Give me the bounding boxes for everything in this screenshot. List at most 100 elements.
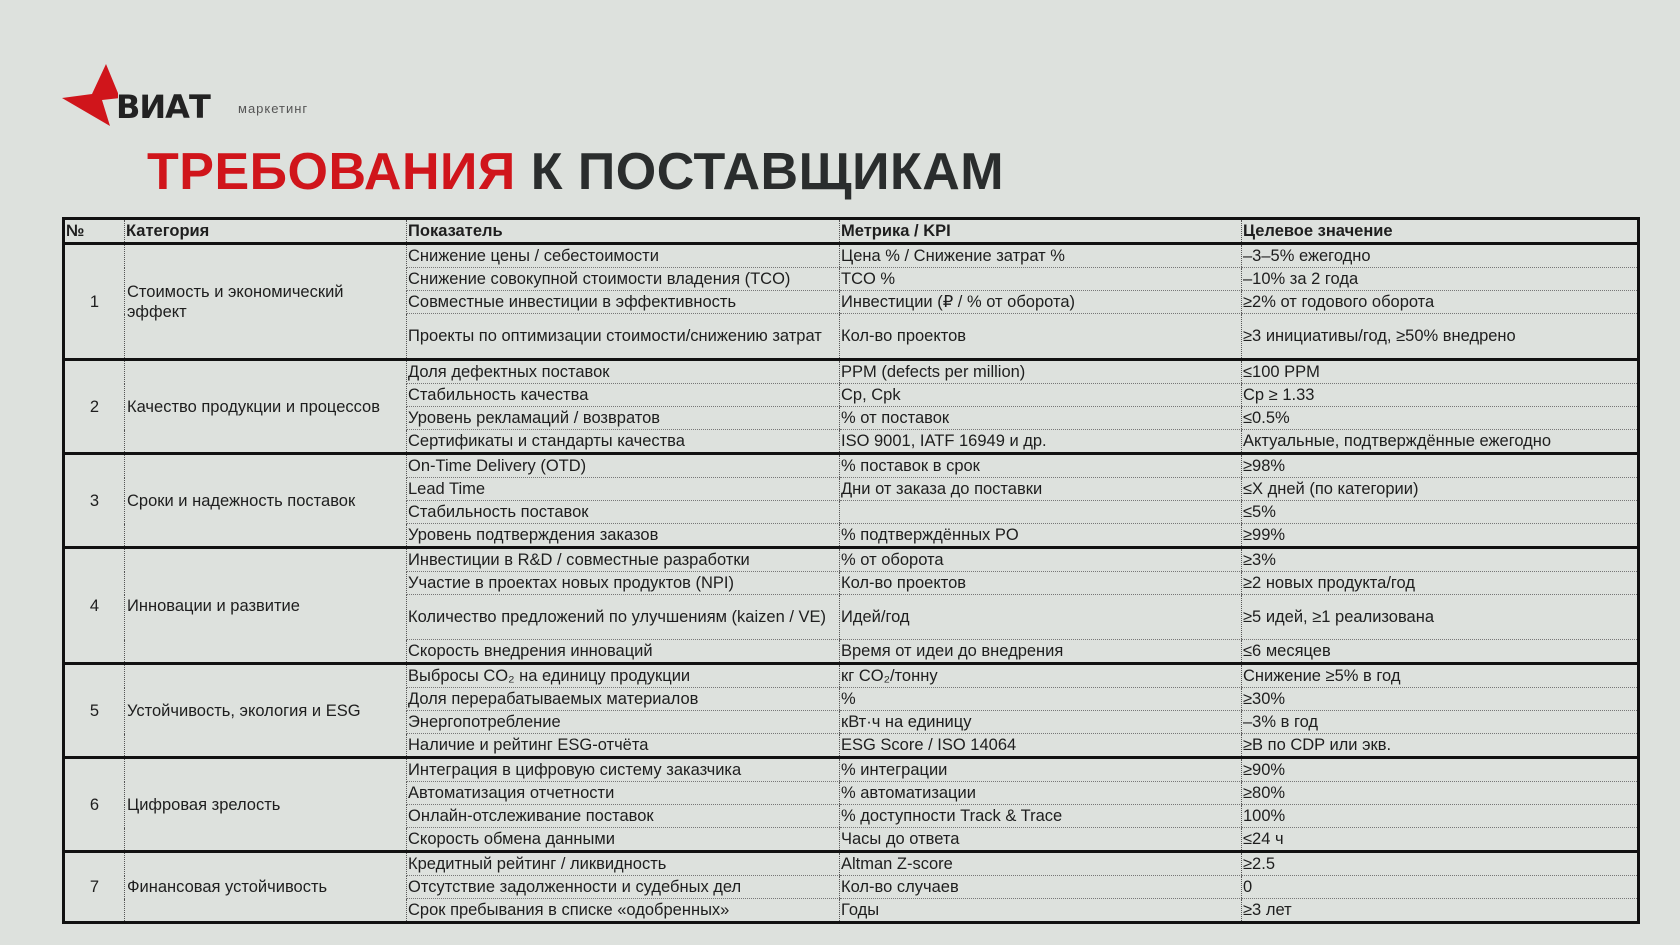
indicator-cell: Совместные инвестиции в эффективность — [406, 290, 840, 314]
group-number: 7 — [63, 850, 125, 923]
table-row: Срок пребывания в списке «одобренных» Год… — [64, 898, 1639, 923]
logo-wordmark: ВИАТ — [116, 88, 211, 126]
group-number: 4 — [63, 546, 125, 664]
metric-cell: % от поставок — [839, 406, 1242, 430]
indicator-cell: Проекты по оптимизации стоимости/снижени… — [406, 313, 840, 360]
target-cell: ≥99% — [1241, 523, 1639, 548]
target-cell: Актуальные, подтверждённые ежегодно — [1241, 429, 1639, 454]
table-row: Автоматизация отчетности% автоматизации ≥… — [64, 781, 1639, 805]
metric-cell — [839, 500, 1242, 524]
header-indicator: Показатель — [406, 218, 840, 245]
table-row: 3 Сроки и надежность поставок On-Time Deli… — [63, 452, 1639, 548]
target-cell: ≤0.5% — [1241, 406, 1639, 430]
group-category: Цифровая зрелость — [124, 756, 407, 852]
group-number: 6 — [63, 756, 125, 852]
metric-cell: % поставок в срок — [839, 452, 1242, 478]
group-number: 1 — [63, 243, 125, 360]
group-category: Устойчивость, экология и ESG — [124, 662, 407, 758]
indicator-cell: On-Time Delivery (OTD) — [406, 452, 840, 478]
indicator-cell: Скорость внедрения инноваций — [406, 639, 840, 664]
table-row: Уровень рекламаций / возвратов% от поста… — [64, 406, 1639, 430]
indicator-cell: Уровень рекламаций / возвратов — [406, 406, 840, 430]
target-cell: ≤6 месяцев — [1241, 639, 1639, 664]
table-header-row: № Категория Показатель Метрика / KPI Цел… — [63, 218, 1639, 245]
indicator-cell: Lead Time — [406, 477, 840, 501]
table-row: Совместные инвестиции в эффективность Инв… — [64, 290, 1639, 314]
table-row: 4 Инновации и развитие Инвестиции в R&D / … — [63, 546, 1639, 664]
metric-cell: Инвестиции (₽ / % от оборота) — [839, 290, 1242, 314]
table-row: Проекты по оптимизации стоимости/снижени… — [64, 313, 1639, 360]
target-cell: ≥98% — [1241, 452, 1639, 478]
table-row: Снижение совокупной стоимости владения (… — [64, 267, 1639, 291]
group-category: Инновации и развитие — [124, 546, 407, 664]
target-cell: Cp ≥ 1.33 — [1241, 383, 1639, 407]
metric-cell: % подтверждённых PO — [839, 523, 1242, 548]
metric-cell: Часы до ответа — [839, 827, 1242, 852]
indicator-cell: Выбросы CO₂ на единицу продукции — [406, 662, 840, 688]
metric-cell: Годы — [839, 898, 1242, 923]
group-category: Сроки и надежность поставок — [124, 452, 407, 548]
metric-cell: % — [839, 687, 1242, 711]
target-cell: ≥2% от годового оборота — [1241, 290, 1639, 314]
group-number: 3 — [63, 452, 125, 548]
target-cell: ≤24 ч — [1241, 827, 1639, 852]
title-accent: ТРЕБОВАНИЯ — [147, 143, 516, 201]
group-category: Финансовая устойчивость — [124, 850, 407, 923]
indicator-cell: Стабильность поставок — [406, 500, 840, 524]
metric-cell: Идей/год — [839, 594, 1242, 640]
page-title: ТРЕБОВАНИЯ К ПОСТАВЩИКАМ — [147, 142, 1004, 202]
table-row: Онлайн-отслеживание поставок% доступност… — [64, 804, 1639, 828]
indicator-cell: Онлайн-отслеживание поставок — [406, 804, 840, 828]
metric-cell: ESG Score / ISO 14064 — [839, 733, 1242, 758]
metric-cell: % доступности Track & Trace — [839, 804, 1242, 828]
table-row: Скорость обмена данными Часы до ответа ≤24… — [64, 827, 1639, 852]
group-number: 2 — [63, 358, 125, 454]
logo-subtitle: маркетинг — [238, 101, 309, 116]
metric-cell: Кол-во случаев — [839, 875, 1242, 899]
table-row: Уровень подтверждения заказов% подтвержд… — [64, 523, 1639, 548]
indicator-cell: Отсутствие задолженности и судебных дел — [406, 875, 840, 899]
metric-cell: Cp, Cpk — [839, 383, 1242, 407]
group-number: 5 — [63, 662, 125, 758]
target-cell: ≤5% — [1241, 500, 1639, 524]
metric-cell: Кол-во проектов — [839, 571, 1242, 595]
metric-cell: кВт·ч на единицу — [839, 710, 1242, 734]
indicator-cell: Доля дефектных поставок — [406, 358, 840, 384]
table-row: Отсутствие задолженности и судебных дел К… — [64, 875, 1639, 899]
table-row: 6 Цифровая зрелость Интеграция в цифровую … — [63, 756, 1639, 852]
target-cell: ≤100 PPM — [1241, 358, 1639, 384]
table-row: Участие в проектах новых продуктов (NPI)… — [64, 571, 1639, 595]
indicator-cell: Наличие и рейтинг ESG-отчёта — [406, 733, 840, 758]
requirements-table: № Категория Показатель Метрика / KPI Цел… — [62, 217, 1640, 924]
indicator-cell: Кредитный рейтинг / ликвидность — [406, 850, 840, 876]
table-row: 7 Финансовая устойчивость Кредитный рейтин… — [63, 850, 1639, 923]
target-cell: ≤X дней (по категории) — [1241, 477, 1639, 501]
indicator-cell: Интеграция в цифровую систему заказчика — [406, 756, 840, 782]
table-row: 1 Стоимость и экономический эффект Снижени… — [63, 243, 1639, 360]
metric-cell: % от оборота — [839, 546, 1242, 572]
lightning-bolt-icon — [62, 64, 118, 126]
table-row: Сертификаты и стандарты качества ISO 9001… — [64, 429, 1639, 454]
indicator-cell: Участие в проектах новых продуктов (NPI) — [406, 571, 840, 595]
target-cell: ≥3 инициативы/год, ≥50% внедрено — [1241, 313, 1639, 360]
table-row: Доля перерабатываемых материалов% ≥30% — [64, 687, 1639, 711]
table-row: Lead Time Дни от заказа до поставки ≤X дне… — [64, 477, 1639, 501]
metric-cell: % интеграции — [839, 756, 1242, 782]
target-cell: ≥B по CDP или экв. — [1241, 733, 1639, 758]
title-rest: К ПОСТАВЩИКАМ — [530, 143, 1005, 201]
brand-logo: ВИАТ маркетинг — [62, 64, 362, 128]
target-cell: –3% в год — [1241, 710, 1639, 734]
table-row: Количество предложений по улучшениям (ka… — [64, 594, 1639, 640]
target-cell: ≥30% — [1241, 687, 1639, 711]
indicator-cell: Снижение совокупной стоимости владения (… — [406, 267, 840, 291]
metric-cell: TCO % — [839, 267, 1242, 291]
metric-cell: Кол-во проектов — [839, 313, 1242, 360]
indicator-cell: Энергопотребление — [406, 710, 840, 734]
target-cell: –10% за 2 года — [1241, 267, 1639, 291]
target-cell: ≥2.5 — [1241, 850, 1639, 876]
indicator-cell: Инвестиции в R&D / совместные разработки — [406, 546, 840, 572]
table-row: Стабильность качества Cp, Cpk Cp ≥ 1.33 — [64, 383, 1639, 407]
table-body: 1 Стоимость и экономический эффект Снижени… — [63, 243, 1639, 923]
group-category: Качество продукции и процессов — [124, 358, 407, 454]
indicator-cell: Сертификаты и стандарты качества — [406, 429, 840, 454]
